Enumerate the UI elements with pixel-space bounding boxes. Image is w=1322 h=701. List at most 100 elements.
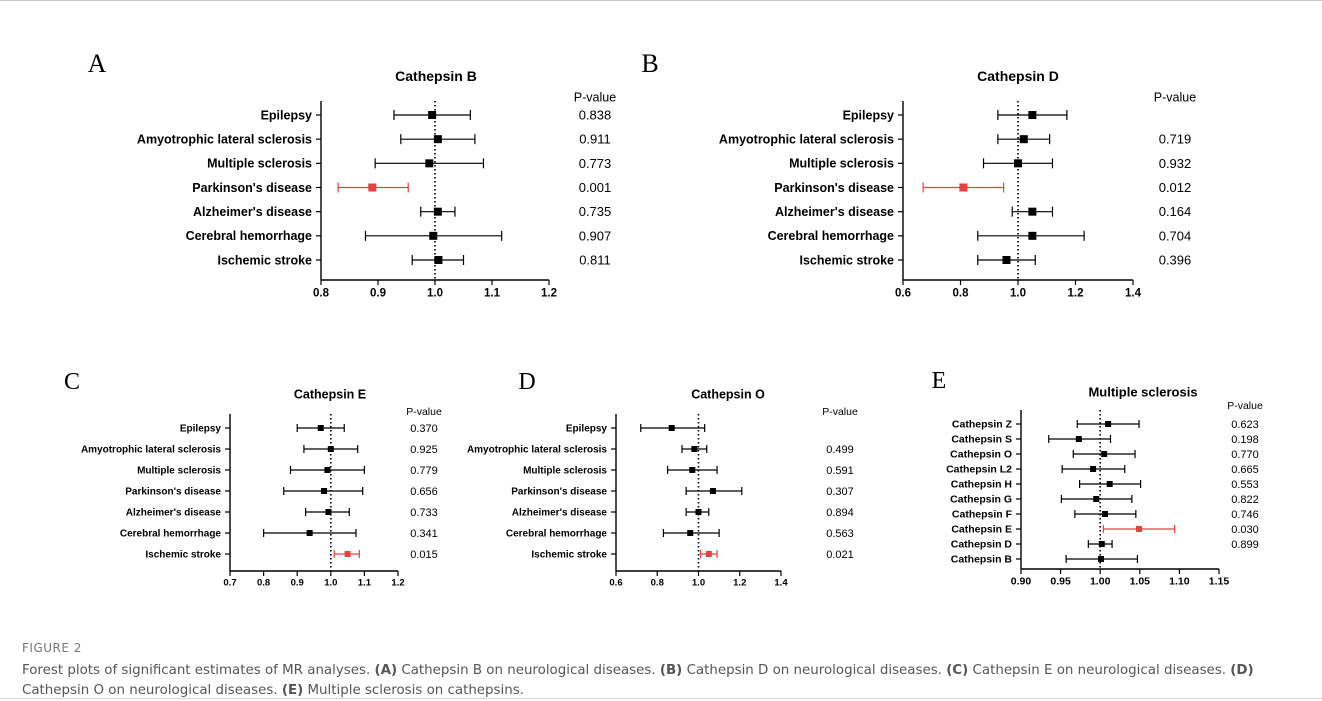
point-estimate <box>1101 451 1108 457</box>
pvalue-text: 0.719 <box>1159 132 1192 147</box>
row-label: Alzheimer's disease <box>193 205 312 219</box>
caption-text: Cathepsin O on neurological diseases. <box>22 683 282 698</box>
point-estimate <box>321 488 328 494</box>
pvalue-text: 0.899 <box>1231 539 1259 551</box>
point-estimate <box>317 425 324 431</box>
row-label: Cathepsin H <box>951 479 1012 491</box>
pvalue-text: 0.746 <box>1231 509 1259 521</box>
point-estimate <box>1028 231 1037 240</box>
x-tick-label: 0.6 <box>895 288 911 300</box>
point-estimate <box>1106 481 1113 487</box>
row-label: Cerebral hemorrhage <box>768 229 894 243</box>
row-label: Epilepsy <box>261 108 312 122</box>
pvalue-text: 0.396 <box>1159 253 1192 268</box>
row-label: Alzheimer's disease <box>512 508 608 519</box>
row-label: Alzheimer's disease <box>775 205 894 219</box>
x-tick-label: 1.4 <box>774 578 788 589</box>
point-estimate <box>325 509 332 515</box>
pvalue-text: 0.665 <box>1231 464 1259 476</box>
point-estimate <box>306 530 313 536</box>
row-label: Cerebral hemorrhage <box>186 229 312 243</box>
x-tick-label: 1.2 <box>733 578 746 589</box>
point-estimate <box>695 509 702 515</box>
point-estimate <box>1019 135 1028 144</box>
x-tick-label: 0.8 <box>257 578 270 589</box>
point-estimate <box>959 183 968 192</box>
figure-caption: Forest plots of significant estimates of… <box>22 661 1312 701</box>
point-estimate <box>691 446 698 452</box>
panel-letter: E <box>932 368 947 394</box>
point-estimate <box>433 135 442 144</box>
row-label: Parkinson's disease <box>511 487 607 498</box>
point-estimate <box>1002 256 1011 264</box>
pvalue-text: 0.341 <box>410 528 438 540</box>
point-estimate <box>709 488 716 494</box>
row-label: Alzheimer's disease <box>126 508 222 519</box>
x-tick-label: 0.90 <box>1011 576 1032 588</box>
figure-canvas: A Cathepsin B P-value 0.8 0.9 1.0 1.1 1.2 Epilep… <box>64 49 1263 589</box>
chart-title: Cathepsin O <box>691 387 765 401</box>
caption-text: Cathepsin B on neurological diseases. <box>397 663 660 678</box>
point-estimate <box>324 467 331 473</box>
row-label: Cathepsin E <box>951 524 1012 536</box>
pvalue-header: P-value <box>1227 400 1263 412</box>
pvalue-text: 0.563 <box>826 528 854 540</box>
row-label: Multiple sclerosis <box>207 157 312 171</box>
caption-panel-ref: (C) <box>946 663 969 678</box>
pvalue-header: P-value <box>574 91 616 105</box>
row-label: Multiple sclerosis <box>789 157 894 171</box>
pvalue-text: 0.704 <box>1159 228 1192 243</box>
caption-panel-ref: (D) <box>1230 663 1254 678</box>
panel-letter: D <box>518 369 535 395</box>
pvalue-text: 0.553 <box>1231 479 1259 491</box>
row-label: Ischemic stroke <box>800 253 895 267</box>
pvalue-header: P-value <box>406 406 442 418</box>
chart-title: Cathepsin B <box>395 68 477 84</box>
x-tick-label: 1.15 <box>1209 576 1230 588</box>
panel-letter: B <box>641 49 658 78</box>
row-label: Parkinson's disease <box>192 181 312 195</box>
x-tick-label: 0.7 <box>223 578 236 589</box>
row-label: Cerebral hemorrhage <box>120 529 222 540</box>
point-estimate <box>1101 511 1108 517</box>
point-estimate <box>1028 207 1037 216</box>
pvalue-text: 0.907 <box>579 228 612 243</box>
chart-title: Multiple sclerosis <box>1088 385 1197 400</box>
row-label: Cathepsin Z <box>952 419 1013 431</box>
point-estimate <box>1097 556 1104 562</box>
x-tick-label: 0.8 <box>953 288 970 300</box>
pvalue-text: 0.656 <box>410 486 438 498</box>
row-label: Multiple sclerosis <box>523 466 607 477</box>
x-tick-label: 0.8 <box>313 288 330 300</box>
row-label: Amyotrophic lateral sclerosis <box>137 133 312 147</box>
pvalue-text: 0.015 <box>410 549 438 561</box>
point-estimate <box>327 446 334 452</box>
figure-caption-block: FIGURE 2 Forest plots of significant est… <box>22 641 1312 701</box>
row-label: Cathepsin S <box>951 434 1012 446</box>
pvalue-text: 0.911 <box>579 132 611 147</box>
point-estimate <box>1075 436 1082 442</box>
row-label: Cathepsin G <box>950 494 1012 506</box>
pvalue-text: 0.773 <box>579 156 612 171</box>
point-estimate <box>425 159 434 168</box>
row-label: Epilepsy <box>843 108 894 122</box>
x-tick-label: 1.2 <box>1068 288 1084 300</box>
pvalue-header: P-value <box>1154 91 1196 105</box>
row-label: Cerebral hemorrhage <box>506 529 608 540</box>
pvalue-text: 0.623 <box>1231 419 1259 431</box>
row-label: Amyotrophic lateral sclerosis <box>467 445 607 456</box>
pvalue-text: 0.012 <box>1159 180 1192 195</box>
panel-letter: C <box>64 369 80 395</box>
point-estimate <box>1098 541 1105 547</box>
caption-text: Forest plots of significant estimates of… <box>22 663 375 678</box>
pvalue-text: 0.198 <box>1231 434 1259 446</box>
x-tick-label: 1.2 <box>541 288 557 300</box>
point-estimate <box>705 551 712 557</box>
row-label: Parkinson's disease <box>125 487 221 498</box>
x-tick-label: 1.10 <box>1169 576 1190 588</box>
pvalue-text: 0.001 <box>579 180 612 195</box>
point-estimate <box>428 111 437 119</box>
point-estimate <box>433 207 442 216</box>
point-estimate <box>687 530 694 536</box>
pvalue-text: 0.811 <box>579 253 611 268</box>
